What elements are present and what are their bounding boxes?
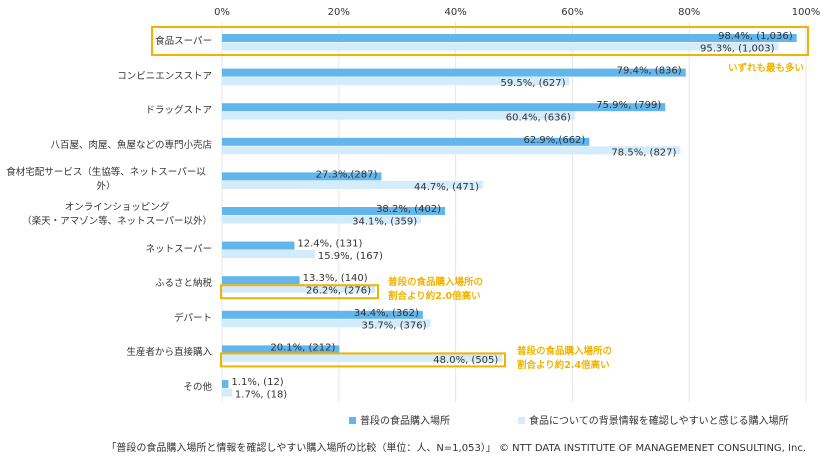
highlight-box: [220, 352, 506, 368]
category-label: ドラッグストア: [145, 105, 212, 117]
bar: [222, 388, 232, 397]
bar: [222, 310, 423, 319]
bar: [222, 319, 431, 328]
value-label: 59.5%, (627): [500, 78, 565, 89]
x-tick-label: 0%: [214, 7, 230, 18]
category-label: 食材宅配サービス（生協等、ネットスーパー以外）: [6, 167, 206, 193]
value-label: 98.4%, (1,036): [718, 31, 793, 42]
bar: [222, 42, 779, 51]
source-note: 「普段の食品購入場所と情報を確認しやすい購入場所の比較（単位：人、N=1,053…: [106, 441, 806, 454]
value-label: 13.3%, (140): [303, 273, 368, 284]
value-label: 78.5%, (827): [611, 147, 676, 158]
bar: [222, 241, 295, 250]
category-label: 八百屋、肉屋、魚屋などの専門小売店: [50, 139, 212, 151]
category-label: その他: [183, 382, 212, 393]
value-label: 44.7%, (471): [414, 182, 479, 193]
bar: [222, 111, 575, 120]
bar: [222, 215, 422, 224]
category-label: デパート: [173, 312, 212, 324]
value-label: 1.7%, (18): [235, 390, 287, 401]
value-label: 75.9%, (799): [596, 100, 661, 111]
value-label: 60.4%, (636): [506, 113, 571, 124]
annotation: いずれも最も多い: [728, 63, 805, 74]
highlight-box: [151, 26, 809, 56]
bar: [222, 380, 229, 388]
bar: [222, 345, 340, 354]
highlight-box: [220, 284, 379, 300]
value-label: 95.3%, (1,003): [700, 44, 775, 55]
x-tick-label: 60%: [561, 7, 583, 18]
value-label: 48.0%, (505): [433, 355, 498, 366]
x-tick-label: 100%: [792, 7, 821, 18]
x-tick-label: 40%: [444, 7, 466, 18]
bar: [222, 103, 666, 112]
value-label: 12.4%, (131): [297, 239, 362, 250]
value-label: 15.9%, (167): [318, 251, 383, 262]
value-label: 34.4%, (362): [354, 308, 419, 319]
category-label: 食品スーパー: [155, 36, 212, 47]
value-label: 20.1%, (212): [270, 342, 335, 353]
bar: [222, 34, 797, 42]
value-label: 35.7%, (376): [361, 320, 426, 331]
bar: [222, 146, 681, 155]
legend-swatch: [518, 417, 525, 424]
category-label: ネットスーパー: [145, 243, 212, 255]
category-label: オンラインショッピング （楽天・アマゾン等、ネットスーパー以外）: [22, 202, 212, 227]
bar: [222, 172, 382, 181]
category-label: ふるさと納税: [154, 278, 212, 290]
annotation: 普段の食品購入場所の 割合より約2.4倍高い: [517, 346, 613, 371]
annotation: 普段の食品購入場所の 割合より約2.0倍高い: [388, 277, 484, 302]
bar: [222, 250, 315, 259]
legend-swatch: [349, 417, 356, 424]
bar: [222, 207, 446, 215]
legend-label: 普段の食品購入場所: [360, 414, 450, 427]
value-label: 1.1%, (12): [231, 377, 283, 388]
value-label: 62.9%,(662): [523, 135, 585, 146]
value-label: 38.2%, (402): [376, 204, 441, 215]
category-label: コンビニエンスストア: [117, 70, 212, 82]
value-label: 79.4%, (836): [617, 66, 682, 77]
value-label: 26.2%, (276): [306, 286, 371, 297]
bar: [222, 180, 484, 189]
legend-label: 食品についての背景情報を確認しやすいと感じる購入場所: [529, 414, 789, 427]
bar: [222, 284, 376, 293]
x-tick-label: 80%: [678, 7, 700, 18]
x-tick-label: 20%: [328, 7, 350, 18]
category-label: 生産者から直接購入: [126, 347, 212, 359]
bar: [222, 77, 570, 86]
bar: [222, 137, 590, 146]
bar: [222, 68, 686, 77]
value-label: 27.3%,(287): [316, 169, 378, 180]
bar: [222, 353, 503, 362]
bar: [222, 276, 300, 285]
value-label: 34.1%, (359): [352, 217, 417, 228]
